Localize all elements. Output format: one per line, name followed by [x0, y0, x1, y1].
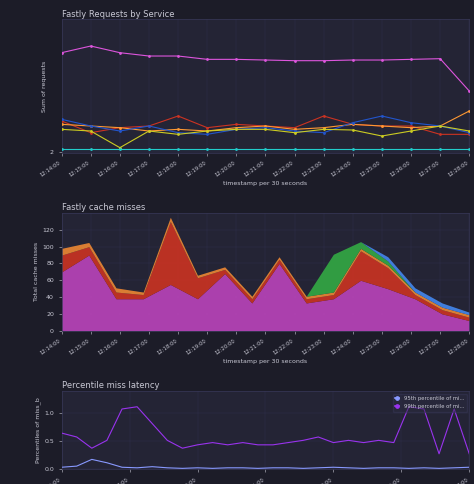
Text: Fastly Requests by Service: Fastly Requests by Service [62, 10, 174, 18]
Y-axis label: Sum of requests: Sum of requests [42, 60, 47, 112]
X-axis label: timestamp per 30 seconds: timestamp per 30 seconds [223, 359, 308, 364]
Text: Percentile miss latency: Percentile miss latency [62, 381, 159, 390]
X-axis label: timestamp per 30 seconds: timestamp per 30 seconds [223, 181, 308, 186]
Y-axis label: Percentiles of miss_b: Percentiles of miss_b [36, 397, 41, 463]
Text: Fastly cache misses: Fastly cache misses [62, 203, 145, 212]
Legend: 95th percentile of mi..., 99th percentile of mi...: 95th percentile of mi..., 99th percentil… [392, 393, 466, 411]
Y-axis label: Total cache misses: Total cache misses [35, 242, 39, 302]
